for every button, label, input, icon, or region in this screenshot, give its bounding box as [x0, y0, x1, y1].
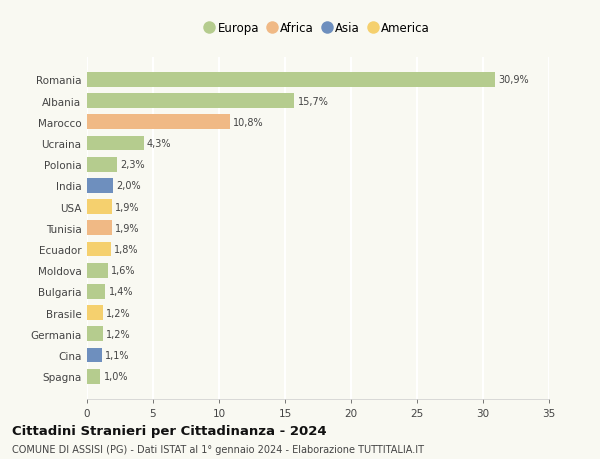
Bar — [87, 306, 103, 320]
Text: 15,7%: 15,7% — [298, 96, 328, 106]
Text: 4,3%: 4,3% — [147, 139, 172, 149]
Bar — [87, 179, 113, 193]
Bar — [87, 94, 294, 109]
Bar — [87, 369, 100, 384]
Bar — [87, 157, 118, 172]
Text: 1,9%: 1,9% — [115, 202, 140, 212]
Text: 1,2%: 1,2% — [106, 329, 131, 339]
Text: Cittadini Stranieri per Cittadinanza - 2024: Cittadini Stranieri per Cittadinanza - 2… — [12, 424, 326, 437]
Text: 1,6%: 1,6% — [112, 266, 136, 276]
Text: 1,9%: 1,9% — [115, 224, 140, 233]
Bar — [87, 136, 144, 151]
Bar — [87, 115, 230, 130]
Text: 10,8%: 10,8% — [233, 118, 263, 128]
Bar — [87, 285, 106, 299]
Text: 30,9%: 30,9% — [498, 75, 529, 85]
Text: 1,2%: 1,2% — [106, 308, 131, 318]
Bar — [87, 263, 108, 278]
Text: 1,0%: 1,0% — [104, 371, 128, 381]
Text: 1,4%: 1,4% — [109, 287, 133, 297]
Bar — [87, 73, 495, 88]
Text: 1,1%: 1,1% — [105, 350, 130, 360]
Bar — [87, 348, 101, 363]
Bar — [87, 200, 112, 215]
Text: 1,8%: 1,8% — [114, 245, 139, 254]
Bar — [87, 242, 111, 257]
Bar — [87, 221, 112, 236]
Text: COMUNE DI ASSISI (PG) - Dati ISTAT al 1° gennaio 2024 - Elaborazione TUTTITALIA.: COMUNE DI ASSISI (PG) - Dati ISTAT al 1°… — [12, 444, 424, 454]
Legend: Europa, Africa, Asia, America: Europa, Africa, Asia, America — [202, 19, 434, 39]
Text: 2,3%: 2,3% — [121, 160, 145, 170]
Text: 2,0%: 2,0% — [116, 181, 142, 191]
Bar — [87, 327, 103, 341]
